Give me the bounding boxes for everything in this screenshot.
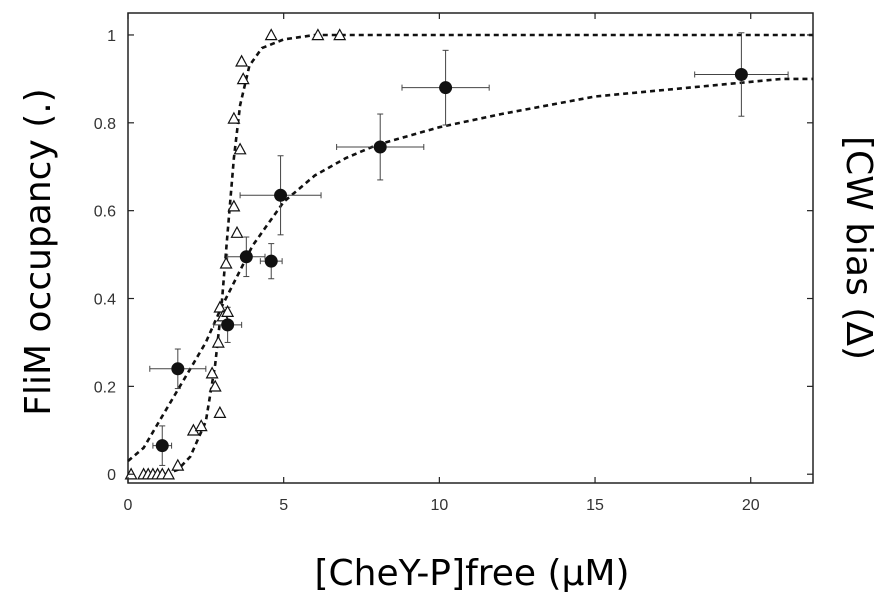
y-tick-label: 0 (107, 467, 116, 484)
x-tick-label: 15 (586, 497, 604, 514)
cw-bias-triangle (221, 304, 235, 317)
cw-bias-triangle (208, 379, 222, 392)
cw-bias-triangle (235, 54, 249, 67)
cw-bias-triangle (194, 419, 208, 432)
y-tick-label: 0.6 (94, 204, 116, 221)
x-tick-label: 0 (124, 497, 133, 514)
y-tick-label: 1 (107, 28, 116, 45)
x-tick-label: 20 (742, 497, 760, 514)
fit-curve (164, 33, 813, 476)
cw-bias-triangle (213, 300, 227, 313)
x-axis-title: [CheY-P]free (μM) (314, 553, 629, 592)
plot-frame (127, 12, 814, 484)
cw-bias-triangle (213, 405, 227, 418)
cw-bias-triangle (211, 335, 225, 348)
y-tick-label: 0.8 (94, 116, 116, 133)
y-tick-label: 0.4 (94, 292, 116, 309)
cw-bias-triangle (227, 111, 241, 124)
cw-bias-triangle (161, 467, 176, 480)
fliM-occupancy-point (264, 254, 278, 268)
fliM-occupancy-point (274, 188, 288, 202)
cw-bias-triangle (264, 28, 278, 41)
y-axis-title: FliM occupancy (.) (18, 88, 59, 415)
cw-bias-triangle (230, 225, 244, 238)
axis-ticks: 0 5 10 15 20 0 0.2 0.4 0.6 0.8 1 (94, 13, 813, 514)
fliM-occupancy-point (439, 81, 453, 95)
cw-bias-triangle (236, 72, 250, 85)
cw-bias-triangle (205, 366, 219, 379)
x-tick-label: 10 (430, 497, 448, 514)
error-bars (149, 32, 789, 466)
fliM-occupancy-point (171, 362, 185, 376)
cw-bias-triangle (311, 28, 325, 41)
fliM-occupancy-point (239, 250, 253, 264)
y-tick-label: 0.2 (94, 379, 116, 396)
y2-axis-title: [CW bias (Δ) (838, 136, 879, 360)
fit-curves (127, 33, 813, 476)
fliM-occupancy-point (221, 318, 235, 332)
cw-bias-triangle (233, 142, 247, 155)
cw-bias-triangle (219, 256, 233, 269)
cw-bias-triangle (227, 199, 241, 212)
fliM-occupancy-point (155, 439, 169, 453)
cw-bias-triangle (333, 28, 347, 41)
fit-curve (127, 77, 813, 462)
x-tick-label: 5 (279, 497, 288, 514)
fliM-occupancy-point (373, 140, 387, 154)
fliM-occupancy-point (734, 67, 748, 81)
cw-bias-triangle (171, 458, 185, 471)
data-markers (124, 28, 748, 480)
